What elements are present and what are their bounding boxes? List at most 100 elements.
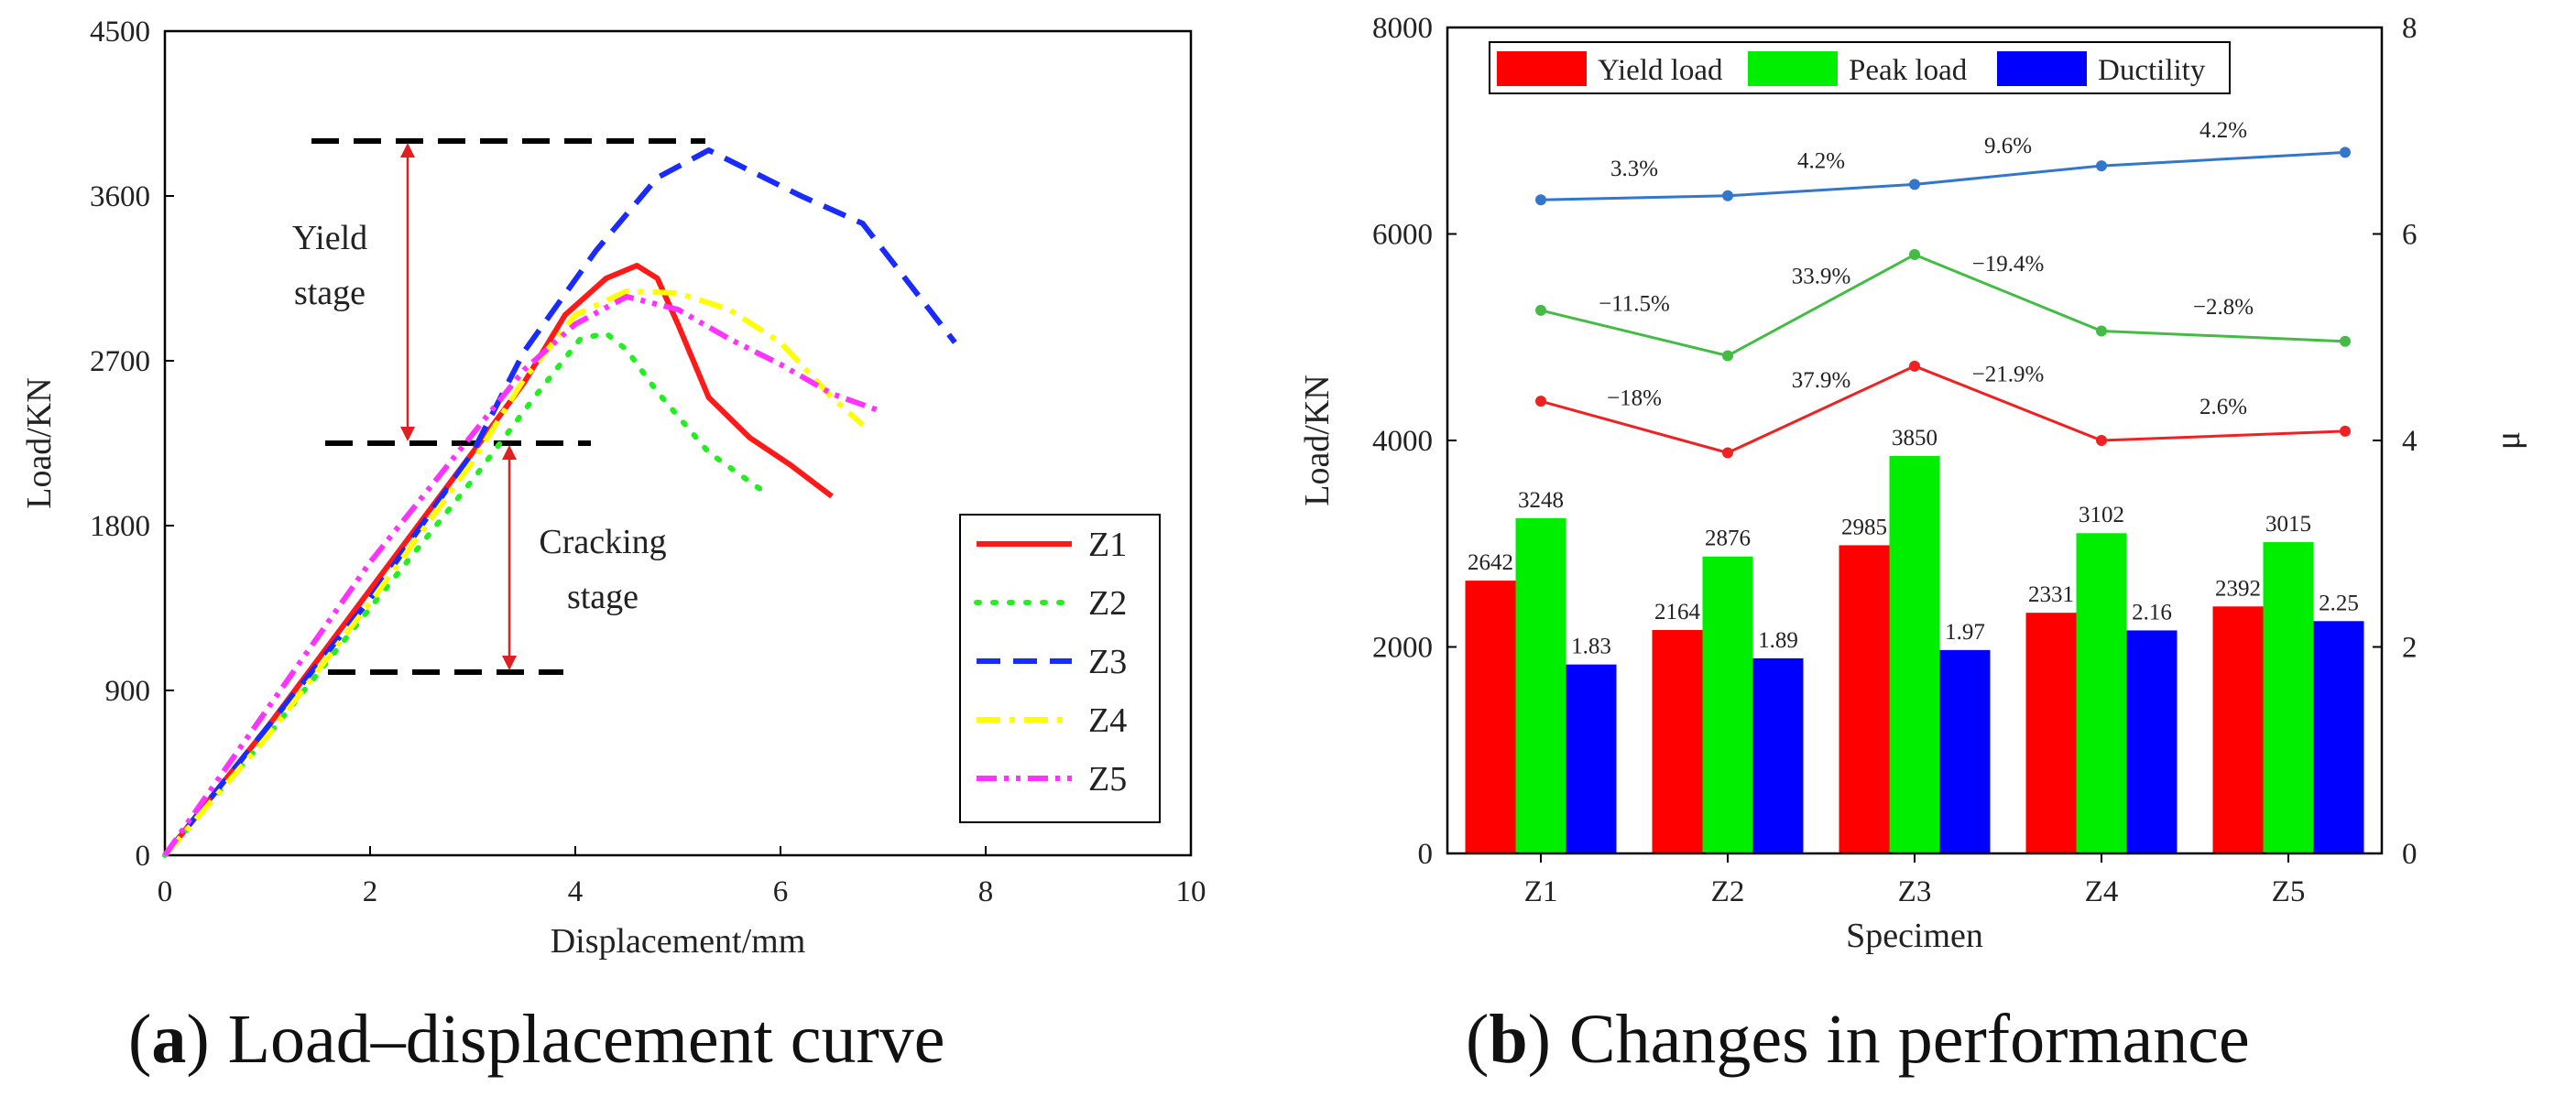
trend-point [1535,194,1546,206]
panel-a-y-tick-label: 900 [105,675,151,708]
change-label: 37.9% [1792,368,1851,393]
yield-stage-label-1: Yield [292,219,367,257]
legend-label-z4: Z4 [1088,701,1127,740]
legend-label-z5: Z5 [1088,760,1127,798]
panel-a-y-tick-label: 1800 [90,510,150,543]
caption-b: (b) Changes in performance [1466,1001,2250,1078]
bar-value-label: 2164 [1654,600,1701,625]
bar-value-label: 2.16 [2132,600,2172,625]
trend-point [2096,325,2107,337]
bar-peak-load-z5 [2263,542,2314,853]
bar-value-label: 2392 [2215,576,2261,601]
stage-guides [311,138,705,675]
bar-yield-load-z1 [1465,581,1516,853]
series-line-z2 [162,331,773,858]
legend-label-peak-load: Peak load [1849,54,1968,87]
legend-label-ductility: Ductility [2098,54,2206,87]
bar-value-label: 2331 [2028,582,2074,607]
panel-b-legend: Yield load Peak load Ductility [1489,41,2231,94]
legend-swatch-yield-load [1497,51,1587,86]
caption-a-letter: a [151,1001,186,1078]
panel-a-y-tick-label: 4500 [90,16,150,49]
bar-value-label: 2985 [1841,515,1887,539]
panel-a-y-tick-label: 0 [136,840,151,873]
change-label: −18% [1607,386,1662,410]
legend-label-z1: Z1 [1088,526,1127,564]
change-label: 4.2% [1797,149,1845,174]
panel-a-x-tick-label: 8 [978,875,994,908]
trend-point [2096,160,2107,172]
change-label: 33.9% [1792,264,1851,288]
panel-b-y2-tick-label: 8 [2402,12,2418,45]
panel-a-legend: Z1 Z2 Z3 Z4 Z5 [959,514,1161,823]
caption-a: (a) Load–displacement curve [128,1001,945,1078]
change-label: 4.2% [2199,118,2247,143]
bar-value-label: 3015 [2265,512,2311,537]
trend-point [1909,179,1920,190]
panel-a-x-tick-label: 0 [158,875,173,908]
bar-ductility-z5 [2313,621,2364,853]
bar-value-label: 3248 [1518,488,1564,513]
panel-b-y2-tick-label: 6 [2402,219,2418,252]
trend-point [1722,190,1733,201]
panel-b-performance: 2642 2164 2985 2331 2392 3248 2876 3850 3102 3015… [1298,12,2527,955]
panel-b-y-tick-label: 4000 [1372,425,1433,458]
panel-a-x-tick-label: 2 [363,875,378,908]
change-label: 9.6% [1984,134,2032,158]
panel-a-y-tick-label: 2700 [90,345,150,378]
bar-yield-load-z3 [1839,545,1890,853]
change-label: 2.6% [2199,395,2247,419]
panel-a-legend-box [959,514,1161,823]
panel-b-y2-axis-label: μ [2489,431,2527,450]
panel-a-load-displacement: 0 2 4 6 8 10 0 900 1800 2700 3600 4500 Displacement… [20,16,1206,961]
yield-stage-arrow-head-up [400,143,415,157]
cracking-stage-arrow-head-down [502,656,517,670]
bar-value-label: 3850 [1892,426,1937,451]
bar-value-label: 1.89 [1758,628,1798,653]
bar-yield-load-z4 [2025,613,2077,853]
legend-label-yield-load: Yield load [1598,54,1723,87]
panel-a-x-tick-label: 6 [773,875,789,908]
caption-b-text: Changes in performance [1569,1001,2250,1078]
cracking-stage-arrow-head-up [502,445,517,460]
legend-label-z2: Z2 [1088,584,1127,623]
panel-b-y2-tick-label: 4 [2402,425,2418,458]
panel-b-y-tick-label: 8000 [1372,12,1433,45]
bar-value-label: 2.25 [2319,591,2359,615]
trend-point [1909,360,1920,372]
bar-ductility-z3 [1939,649,1991,853]
bar-ductility-z2 [1752,657,1804,853]
trend-point [1535,396,1546,407]
trend-point [2340,425,2351,437]
trend-line-2 [1540,150,2346,201]
trend-point [2340,335,2351,347]
panel-b-y-tick-label: 0 [1418,838,1434,871]
panel-b-x-tick-label: Z2 [1711,875,1745,908]
bar-value-label: 2876 [1705,527,1751,551]
cracking-stage-label-2: stage [567,578,639,616]
trend-point [2096,435,2107,446]
series-line-z1 [162,263,834,857]
panel-b-y-axis-label: Load/KN [1298,375,1337,506]
bar-yield-load-z2 [1652,630,1703,853]
bar-ductility-z1 [1566,664,1617,853]
panel-b-y2-tick-label: 0 [2402,838,2418,871]
legend-label-z3: Z3 [1088,643,1127,681]
change-label: −11.5% [1599,292,1670,317]
panel-b-y-tick-label: 2000 [1372,632,1433,665]
panel-b-legend-box [1489,41,2231,94]
series-line-z3 [162,147,957,857]
cracking-stage-label-1: Cracking [539,523,666,561]
bar-value-label: 2642 [1468,550,1513,575]
panel-b-y2-tick-label: 2 [2402,632,2418,665]
bar-ductility-z4 [2126,630,2178,853]
panel-a-x-tick-label: 10 [1176,875,1206,908]
change-label: −21.9% [1972,362,2045,386]
panel-a-y-axis-label: Load/KN [20,377,59,509]
change-label: 3.3% [1610,157,1658,181]
panel-b-y-tick-label: 6000 [1372,219,1433,252]
bar-value-label: 3102 [2079,503,2124,527]
bar-peak-load-z4 [2076,533,2127,853]
change-label: −2.8% [2193,295,2254,320]
